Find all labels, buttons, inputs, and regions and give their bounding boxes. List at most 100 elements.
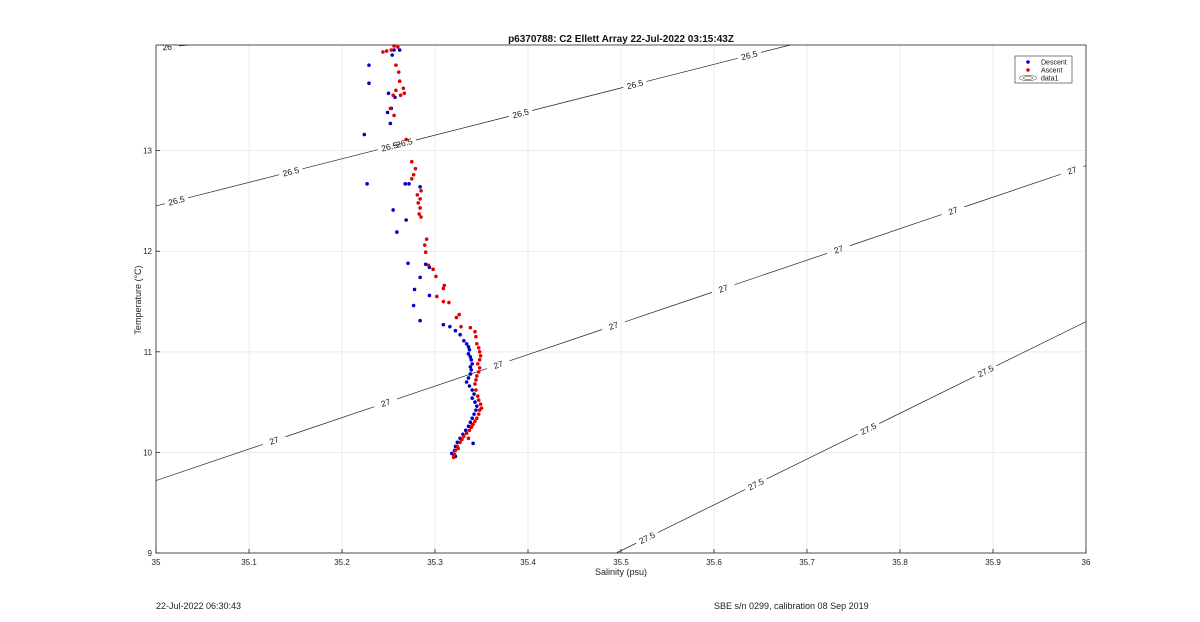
chart-title: p6370788: C2 Ellett Array 22-Jul-2022 03… [508,34,734,45]
ascent-point [384,49,389,53]
descent-point [473,400,477,404]
ascent-point [475,362,480,366]
descent-point [472,392,476,396]
x-tick-label: 35 [152,558,161,567]
contour-label: 27 [833,243,845,256]
ascent-point [451,455,456,460]
descent-point [466,424,471,429]
legend-contour-icon [1022,76,1034,80]
ascent-point [474,388,478,392]
x-tick-label: 35.3 [427,558,443,567]
descent-point [474,408,478,412]
descent-point [470,388,475,392]
descent-point [412,287,417,292]
ascent-point [478,402,483,406]
density-contours: 2626.526.526.526.526.526.526.52727272727… [156,42,1086,553]
descent-point [472,412,476,416]
ascent-point [466,436,471,441]
contour-line [188,174,280,199]
descent-point [475,404,479,408]
contour-line [509,329,603,362]
y-tick-label: 12 [143,247,152,256]
ascent-point [462,434,466,439]
ascent-point [396,45,400,49]
descent-point [469,358,474,362]
y-tick-label: 9 [148,549,153,558]
ascent-point [453,448,458,453]
descent-point [470,416,475,421]
contour-line [616,542,637,553]
descent-point [367,63,371,67]
ascent-point [474,378,478,382]
descent-point [470,362,475,366]
ascent-point [418,197,422,201]
x-tick-label: 35.1 [241,558,257,567]
ascent-point [423,250,428,255]
contour-label: 26.5 [626,77,645,91]
contour-label: 27 [380,396,392,409]
contour-line [734,252,828,285]
ascent-point [454,315,459,320]
ascent-point [473,382,477,386]
contour-line [624,292,713,323]
ascent-point [426,263,431,268]
descent-point [418,185,422,189]
contour-line [156,203,165,207]
y-tick-label: 10 [143,448,152,457]
ascent-point [418,206,422,210]
ascent-point [402,91,407,96]
contour-line [760,45,791,53]
ascent-point [435,294,439,299]
descent-point [468,355,473,359]
contour-label: 26.5 [380,140,399,154]
ascent-point [394,88,398,93]
ascent-point [411,172,416,177]
descent-point [453,328,458,333]
ascent-point [475,416,479,421]
contour-line [996,321,1086,367]
ascent-point [389,48,394,52]
contour-label: 26.5 [740,48,759,62]
contour-line [964,173,1061,208]
contour-line [878,376,975,424]
ascent-point [422,243,427,247]
x-tick-label: 35.2 [334,558,350,567]
descent-point [411,303,416,308]
ascent-point [477,366,482,370]
ascent-point [419,215,423,219]
ascent-point [404,137,408,142]
ascent-point [457,312,461,317]
ascent-point [394,63,398,67]
descent-point [467,384,472,388]
ascent-point [476,345,481,350]
ascent-point [434,274,438,279]
legend-box [1014,55,1073,84]
descent-point [367,81,371,86]
descent-point [385,110,390,115]
descent-point [464,341,469,346]
contour-line [646,57,738,82]
ascent-point [401,86,406,91]
ascent-point [464,431,469,436]
x-tick-label: 36 [1082,558,1091,567]
descent-point [466,344,471,349]
ascent-point [477,350,482,354]
x-tick-label: 35.4 [520,558,536,567]
y-tick-label: 13 [143,147,152,156]
descent-point [406,261,410,266]
contour-label: 27 [492,358,504,371]
ascent-point [431,267,435,272]
contour-label: 26 [162,42,173,53]
ascent-point [460,437,464,442]
footer-calibration: SBE s/n 0299, calibration 08 Sep 2019 [714,601,869,611]
ascent-point [473,419,477,424]
descent-point [466,352,471,356]
ascent-point [468,325,473,330]
descent-point [423,262,428,267]
contour-label: 27 [947,204,959,217]
contour-line [849,214,942,246]
ascent-point [409,159,414,164]
